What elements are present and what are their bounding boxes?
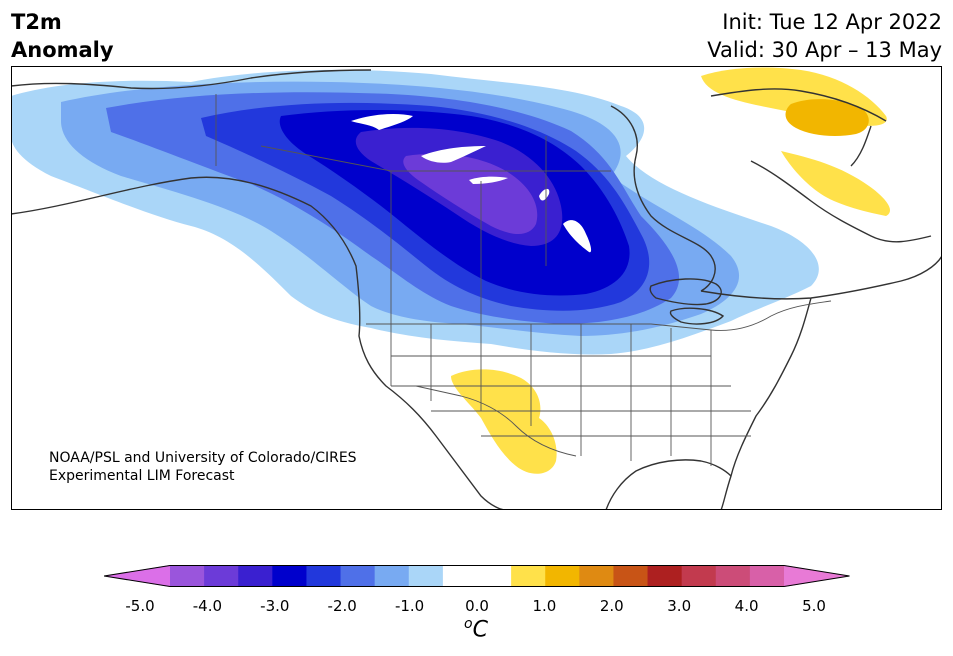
unit-base: C	[472, 617, 488, 643]
colorbar-bin	[374, 565, 410, 587]
cold-anomaly-region	[11, 69, 819, 355]
reindeer-lake	[539, 188, 550, 201]
colorbar-tick-label: -2.0	[327, 597, 357, 615]
us-states-grid	[390, 324, 751, 466]
colorbar-bin	[238, 565, 273, 587]
great-slave-lake	[421, 146, 486, 163]
lakes	[351, 113, 592, 253]
anomaly-map	[11, 66, 942, 510]
colorbar-bin	[715, 565, 751, 587]
colorbar-tick-label: 5.0	[802, 597, 826, 615]
forecast-dates: Init: Tue 12 Apr 2022 Valid: 30 Apr – 13…	[707, 8, 942, 64]
pacific-coast	[11, 176, 507, 510]
map-title: T2m Anomaly	[11, 8, 114, 64]
colorbar-tick-label: -5.0	[125, 597, 155, 615]
colorbar-bin	[408, 565, 444, 587]
colorbar-bin	[579, 565, 614, 587]
credit-line-1: NOAA/PSL and University of Colorado/CIRE…	[49, 450, 357, 466]
colorbar-bin	[272, 565, 307, 587]
colorbar-bin	[340, 565, 376, 587]
contour-greenland-2	[785, 99, 869, 136]
colorbar-bin	[681, 565, 717, 587]
colorbar-extend-high	[784, 565, 850, 587]
colorbar-outline	[104, 565, 850, 587]
colorbar-bin	[306, 565, 342, 587]
great-lakes-outline	[649, 278, 725, 325]
canada-provinces	[260, 136, 611, 324]
us-mexico-border	[415, 385, 577, 457]
warm-anomaly-region	[451, 67, 890, 474]
colorbar-tick-label: -1.0	[394, 597, 425, 615]
colorbar-bin	[204, 565, 239, 587]
gulf-coast	[605, 459, 732, 510]
lake-athabasca	[469, 176, 508, 184]
colorbar-bin	[170, 565, 205, 587]
contour-southwest-1	[451, 369, 557, 474]
colorbar-bin	[545, 565, 580, 587]
hudson-bay-coast	[610, 105, 716, 292]
title-line-2: Anomaly	[11, 38, 114, 62]
great-bear-lake	[351, 113, 413, 130]
colorbar-bin	[511, 565, 546, 587]
labrador-coast	[750, 160, 932, 243]
colorbar-tick-label: 2.0	[599, 597, 624, 615]
contour-minus-4	[403, 153, 538, 234]
colorbar-tick-label: 3.0	[667, 597, 692, 615]
colorbar-extend-low	[104, 565, 170, 587]
colorbar-bin	[613, 565, 649, 587]
data-credit: NOAA/PSL and University of Colorado/CIRE…	[49, 449, 357, 485]
colorbar-bin	[442, 565, 478, 587]
unit-prefix: o	[464, 616, 473, 632]
lake-winnipeg	[563, 220, 592, 253]
political-borders	[215, 94, 832, 466]
colorbar-bin	[477, 565, 512, 587]
title-line-1: T2m	[11, 10, 62, 34]
colorbar-tick-label: -4.0	[192, 597, 223, 615]
colorbar-bin	[749, 565, 785, 587]
init-date: Init: Tue 12 Apr 2022	[722, 10, 942, 34]
colorbar-tick-label: -3.0	[260, 597, 290, 615]
colorbar-ticks: -5.0 -4.0 -3.0 -2.0 -1.0 0.0 1.0 2.0 3.0 4.0 5.0	[0, 597, 953, 617]
colorbar	[104, 565, 850, 587]
colorbar-tick-label: 0.0	[465, 597, 489, 615]
colorbar-units: oC	[464, 616, 488, 642]
coastlines	[11, 69, 942, 510]
credit-line-2: Experimental LIM Forecast	[49, 468, 235, 484]
greenland-coast	[710, 88, 887, 167]
contour-labrador-1	[781, 151, 890, 216]
colorbar-tick-label: 4.0	[734, 597, 759, 615]
colorbar-tick-label: 1.0	[532, 597, 557, 615]
us-canada-border	[366, 300, 832, 331]
colorbar-bin	[647, 565, 683, 587]
valid-date: Valid: 30 Apr – 13 May	[707, 38, 942, 62]
map-frame	[11, 66, 942, 510]
atlantic-coast	[700, 255, 942, 510]
alaska-coast	[11, 69, 372, 90]
